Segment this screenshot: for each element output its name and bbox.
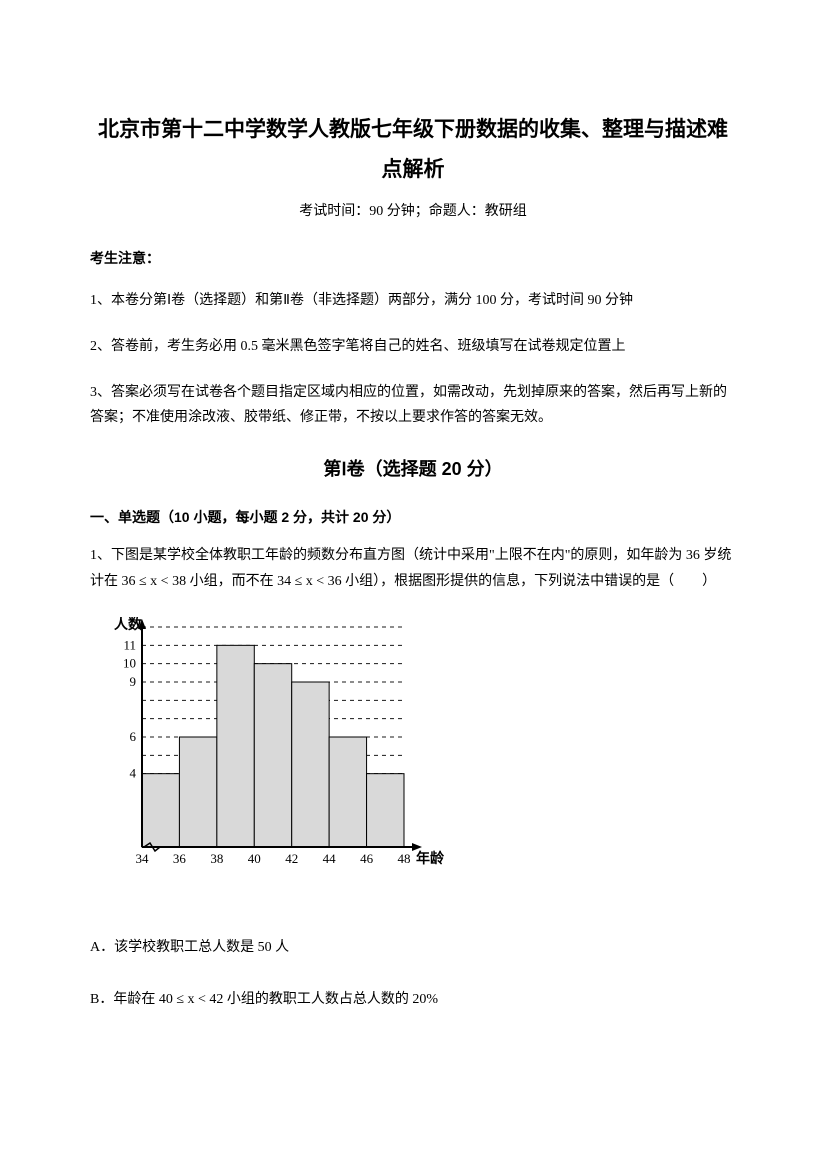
group-header: 一、单选题（10 小题，每小题 2 分，共计 20 分） xyxy=(90,507,736,527)
svg-text:36: 36 xyxy=(173,851,187,866)
question-1-chart: 46910113436384042444648人数年龄 xyxy=(94,617,736,882)
notice-heading: 考生注意： xyxy=(90,248,736,268)
svg-text:人数: 人数 xyxy=(114,617,143,633)
svg-text:38: 38 xyxy=(210,851,223,866)
notice-item-1: 1、本卷分第Ⅰ卷（选择题）和第Ⅱ卷（非选择题）两部分，满分 100 分，考试时间… xyxy=(90,288,736,314)
section-header: 第Ⅰ卷（选择题 20 分） xyxy=(90,455,736,481)
svg-text:48: 48 xyxy=(398,851,411,866)
svg-text:44: 44 xyxy=(323,851,337,866)
svg-text:6: 6 xyxy=(130,729,137,744)
svg-text:42: 42 xyxy=(285,851,298,866)
exam-page: 北京市第十二中学数学人教版七年级下册数据的收集、整理与描述难点解析 考试时间：9… xyxy=(0,0,826,1169)
subtitle: 考试时间：90 分钟；命题人：教研组 xyxy=(90,200,736,220)
histogram-svg: 46910113436384042444648人数年龄 xyxy=(94,617,454,877)
notice-item-3: 3、答案必须写在试卷各个题目指定区域内相应的位置，如需改动，先划掉原来的答案，然… xyxy=(90,380,736,432)
page-title: 北京市第十二中学数学人教版七年级下册数据的收集、整理与描述难点解析 xyxy=(90,110,736,190)
svg-text:9: 9 xyxy=(130,674,137,689)
svg-text:4: 4 xyxy=(130,766,137,781)
option-a: A．该学校教职工总人数是 50 人 xyxy=(90,936,736,956)
option-b: B．年龄在 40 ≤ x < 42 小组的教职工人数占总人数的 20% xyxy=(90,988,736,1008)
notice-item-2: 2、答卷前，考生务必用 0.5 毫米黑色签字笔将自己的姓名、班级填写在试卷规定位… xyxy=(90,334,736,360)
svg-text:34: 34 xyxy=(136,851,150,866)
svg-text:40: 40 xyxy=(248,851,261,866)
question-1-text: 1、下图是某学校全体教职工年龄的频数分布直方图（统计中采用"上限不在内"的原则，… xyxy=(90,543,736,595)
svg-text:46: 46 xyxy=(360,851,374,866)
svg-text:10: 10 xyxy=(123,656,136,671)
svg-text:年龄: 年龄 xyxy=(416,850,445,867)
svg-text:11: 11 xyxy=(123,637,136,652)
